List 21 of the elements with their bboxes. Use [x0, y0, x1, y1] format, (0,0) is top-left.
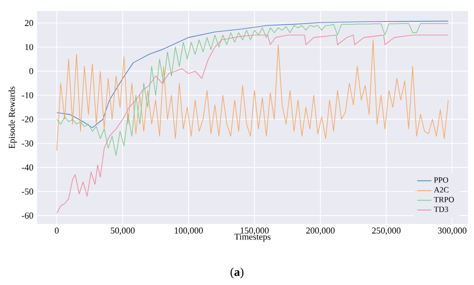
x-tick-label: 200,000: [306, 228, 335, 235]
y-tick-label: 10: [25, 44, 34, 50]
y-tick-label: -20: [22, 116, 34, 122]
y-tick-label: -50: [22, 188, 34, 195]
x-tick-label: 50,000: [110, 228, 135, 235]
y-tick-label: -60: [22, 212, 34, 219]
x-axis-title: Timesteps: [234, 234, 270, 242]
x-tick-label: 300,000: [438, 228, 466, 235]
line-series: [56, 20, 449, 128]
x-tick-label: 150,000: [240, 228, 269, 235]
y-tick-label: -30: [22, 140, 34, 146]
x-tick-label: 250,000: [372, 228, 401, 235]
y-tick-label: -40: [22, 164, 34, 170]
x-tick-label: 100,000: [174, 228, 203, 235]
y-axis-title: Episode Rewards: [8, 86, 17, 148]
text: (a): [230, 268, 244, 278]
y-tick-label: -10: [22, 92, 34, 98]
y-tick-label: 0: [29, 68, 34, 74]
line-series: [56, 40, 449, 151]
x-tick-label: 0: [54, 228, 59, 234]
y-tick-label: 20: [24, 20, 34, 26]
